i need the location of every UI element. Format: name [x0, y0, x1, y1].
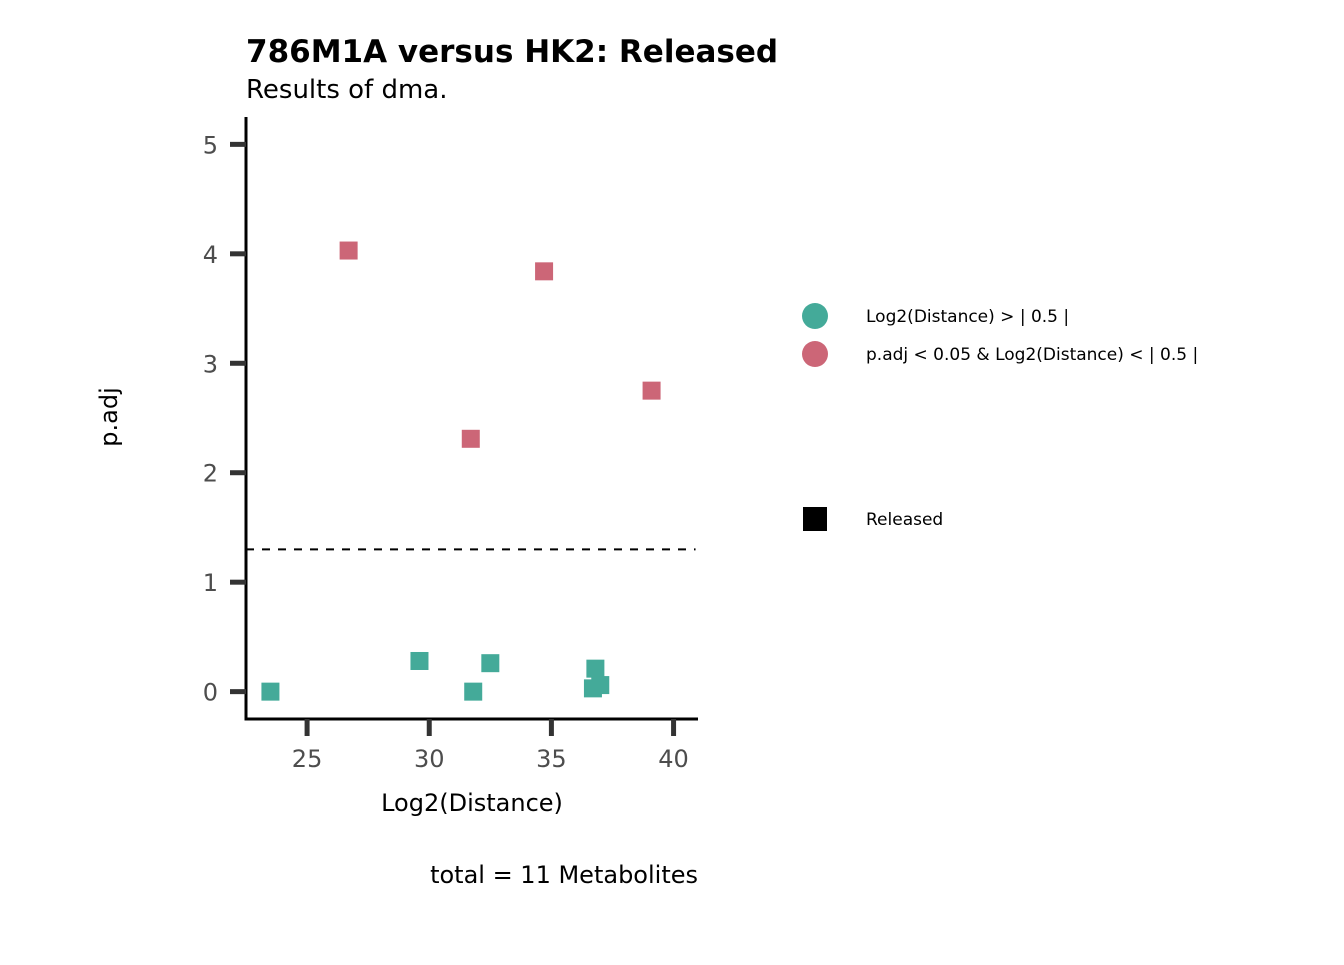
x-tick-label: 25 [292, 745, 323, 773]
y-tick-label: 3 [203, 350, 218, 378]
legend-swatch-significant [802, 341, 828, 367]
data-point-significant [339, 241, 358, 260]
data-point-significant [535, 262, 554, 281]
chart-title: 786M1A versus HK2: Released [246, 34, 778, 70]
data-point-significant [461, 429, 480, 448]
data-point-not-significant [261, 682, 280, 701]
x-tick-label: 40 [658, 745, 689, 773]
legend-swatch-not-significant [802, 303, 828, 329]
y-tick-label: 4 [203, 241, 218, 269]
x-tick-label: 30 [414, 745, 445, 773]
data-point-not-significant [481, 654, 500, 673]
legend: Log2(Distance) > | 0.5 | p.adj < 0.05 & L… [802, 303, 1198, 531]
chart-caption: total = 11 Metabolites [430, 861, 698, 889]
legend-label: p.adj < 0.05 & Log2(Distance) < | 0.5 | [866, 345, 1198, 365]
data-point-not-significant [410, 651, 429, 670]
legend-label: Released [866, 510, 943, 530]
chart-subtitle: Results of dma. [246, 75, 448, 105]
legend-label: Log2(Distance) > | 0.5 | [866, 307, 1069, 327]
y-axis-title: p.adj [95, 387, 123, 446]
data-point-not-significant [586, 659, 605, 678]
data-point-not-significant [591, 676, 610, 695]
y-tick-label: 2 [203, 460, 218, 488]
legend-shape-swatch [803, 507, 827, 531]
x-axis-title: Log2(Distance) [381, 789, 563, 817]
y-tick-label: 1 [203, 569, 218, 597]
y-tick-label: 5 [203, 131, 218, 159]
x-tick-label: 35 [536, 745, 567, 773]
data-point-significant [642, 381, 661, 400]
data-point-not-significant [464, 682, 483, 701]
y-tick-label: 0 [203, 679, 218, 707]
